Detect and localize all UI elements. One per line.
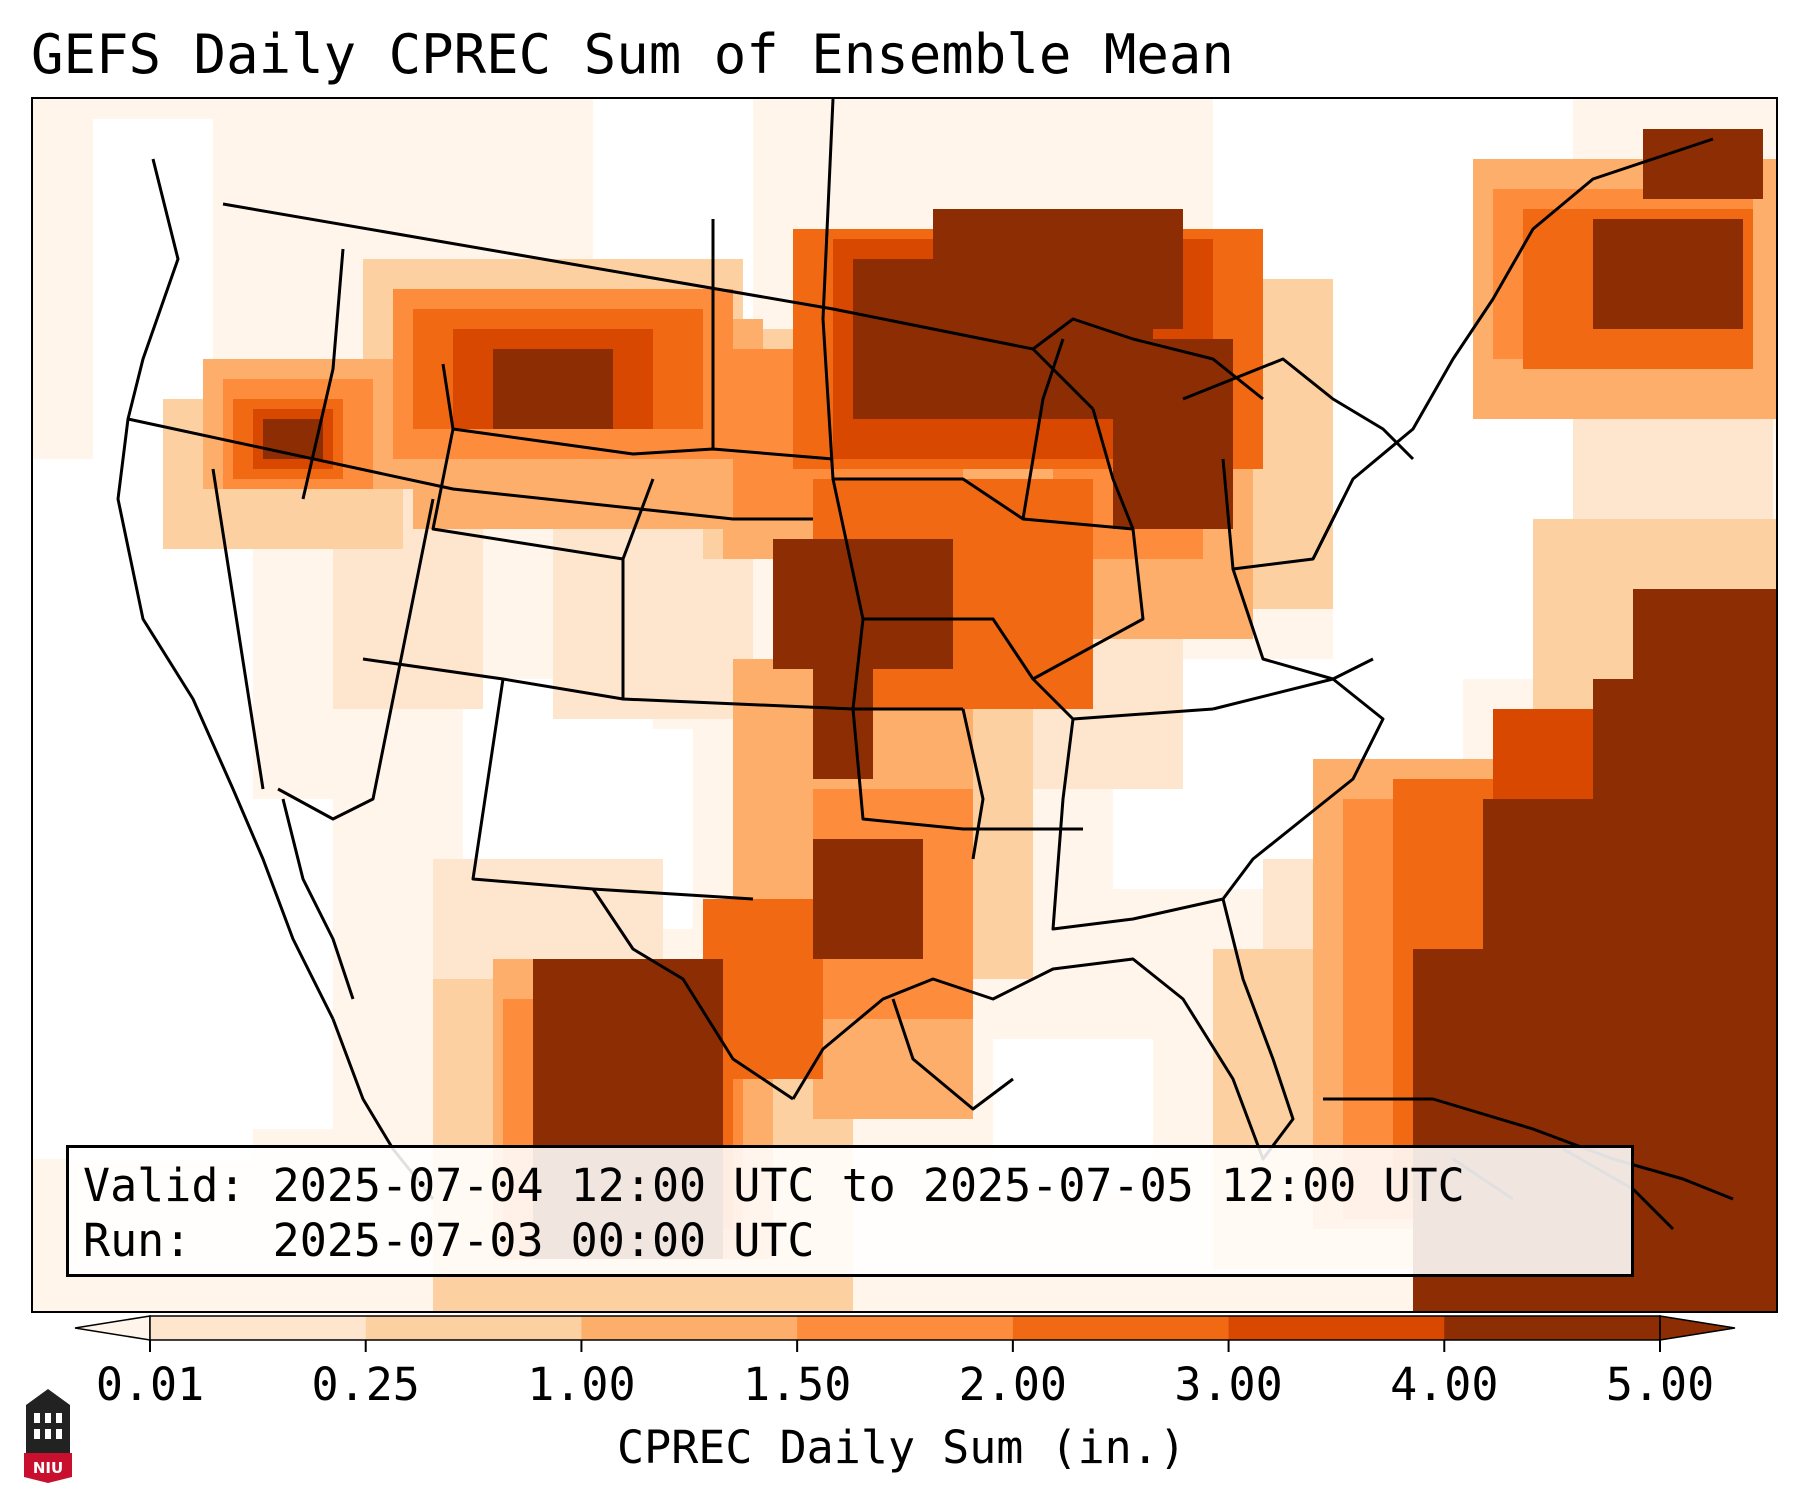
colorbar-tick-label: 1.50 bbox=[742, 1358, 852, 1411]
colorbar-tick-label: 0.01 bbox=[95, 1358, 205, 1411]
colorbar-bin bbox=[797, 1316, 1014, 1340]
colorbar-tick-label: 0.25 bbox=[311, 1358, 420, 1411]
run-label: Run: bbox=[83, 1214, 192, 1267]
run-time: 2025-07-03 00:00 UTC bbox=[272, 1214, 815, 1267]
colorbar-bin bbox=[365, 1316, 582, 1340]
colorbar-label: CPREC Daily Sum (in.) bbox=[617, 1421, 1186, 1474]
colorbar-tick-label: 2.00 bbox=[958, 1358, 1068, 1411]
colorbar-bin bbox=[150, 1316, 367, 1340]
map-title: GEFS Daily CPREC Sum of Ensemble Mean bbox=[31, 23, 1234, 86]
precip-map-frame bbox=[31, 97, 1778, 1313]
colorbar-bin bbox=[1444, 1316, 1661, 1340]
colorbar-extend-low bbox=[74, 1315, 151, 1341]
valid-label: Valid: bbox=[83, 1159, 246, 1212]
valid-time-range: 2025-07-04 12:00 UTC to 2025-07-05 12:00… bbox=[272, 1159, 1465, 1212]
colorbar-outline bbox=[149, 1315, 1661, 1341]
colorbar-bin bbox=[1012, 1316, 1230, 1340]
colorbar-tick-label: 3.00 bbox=[1174, 1358, 1283, 1411]
colorbar-tick-label: 5.00 bbox=[1605, 1358, 1715, 1411]
colorbar-tick-label: 4.00 bbox=[1390, 1358, 1499, 1411]
university-tower-icon bbox=[24, 1389, 72, 1483]
colorbar-bin bbox=[581, 1316, 798, 1340]
valid-run-info-box: Valid: 2025-07-04 12:00 UTC to 2025-07-0… bbox=[66, 1145, 1634, 1277]
colorbar-extend-high bbox=[1659, 1315, 1736, 1341]
precip-map bbox=[33, 99, 1776, 1311]
colorbar-tick-label: 1.00 bbox=[527, 1358, 636, 1411]
colorbar-bin bbox=[1228, 1316, 1445, 1340]
colorbar bbox=[74, 1315, 1736, 1352]
niu-logo: NIU bbox=[24, 1389, 72, 1483]
niu-logo-text: NIU bbox=[33, 1459, 63, 1477]
